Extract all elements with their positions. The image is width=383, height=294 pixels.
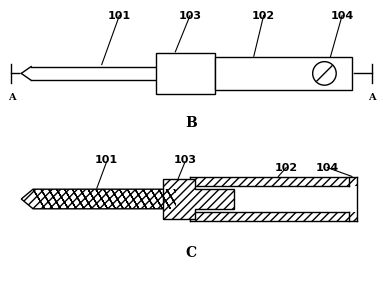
Text: C: C (185, 246, 196, 260)
Text: 103: 103 (173, 155, 196, 165)
Text: 103: 103 (178, 11, 201, 21)
Bar (214, 57, 352, 90)
Circle shape (313, 62, 336, 85)
Text: 104: 104 (331, 11, 354, 21)
Bar (156, 53, 214, 94)
Polygon shape (162, 179, 234, 219)
Text: 101: 101 (108, 11, 131, 21)
Polygon shape (21, 189, 175, 209)
Text: 102: 102 (275, 163, 298, 173)
Text: 104: 104 (316, 163, 339, 173)
Text: 101: 101 (95, 155, 118, 165)
Text: A: A (368, 93, 375, 102)
Text: 102: 102 (252, 11, 275, 21)
Text: B: B (185, 116, 197, 130)
Text: A: A (8, 93, 15, 102)
